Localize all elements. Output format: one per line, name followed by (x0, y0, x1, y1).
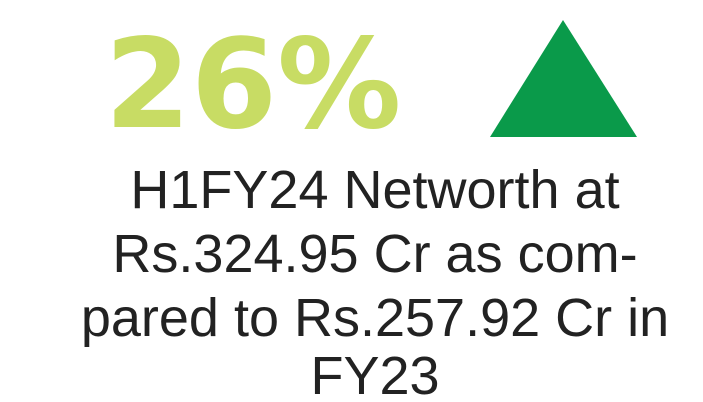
description-line: pared to Rs.257.92 Cr in (81, 288, 669, 348)
description-line: H1FY24 Networth at (130, 160, 619, 220)
description-line: Rs.324.95 Cr as com- (112, 224, 637, 284)
description-line: FY23 (310, 346, 439, 402)
stat-value: 26% (105, 13, 402, 157)
up-arrow (490, 20, 637, 137)
